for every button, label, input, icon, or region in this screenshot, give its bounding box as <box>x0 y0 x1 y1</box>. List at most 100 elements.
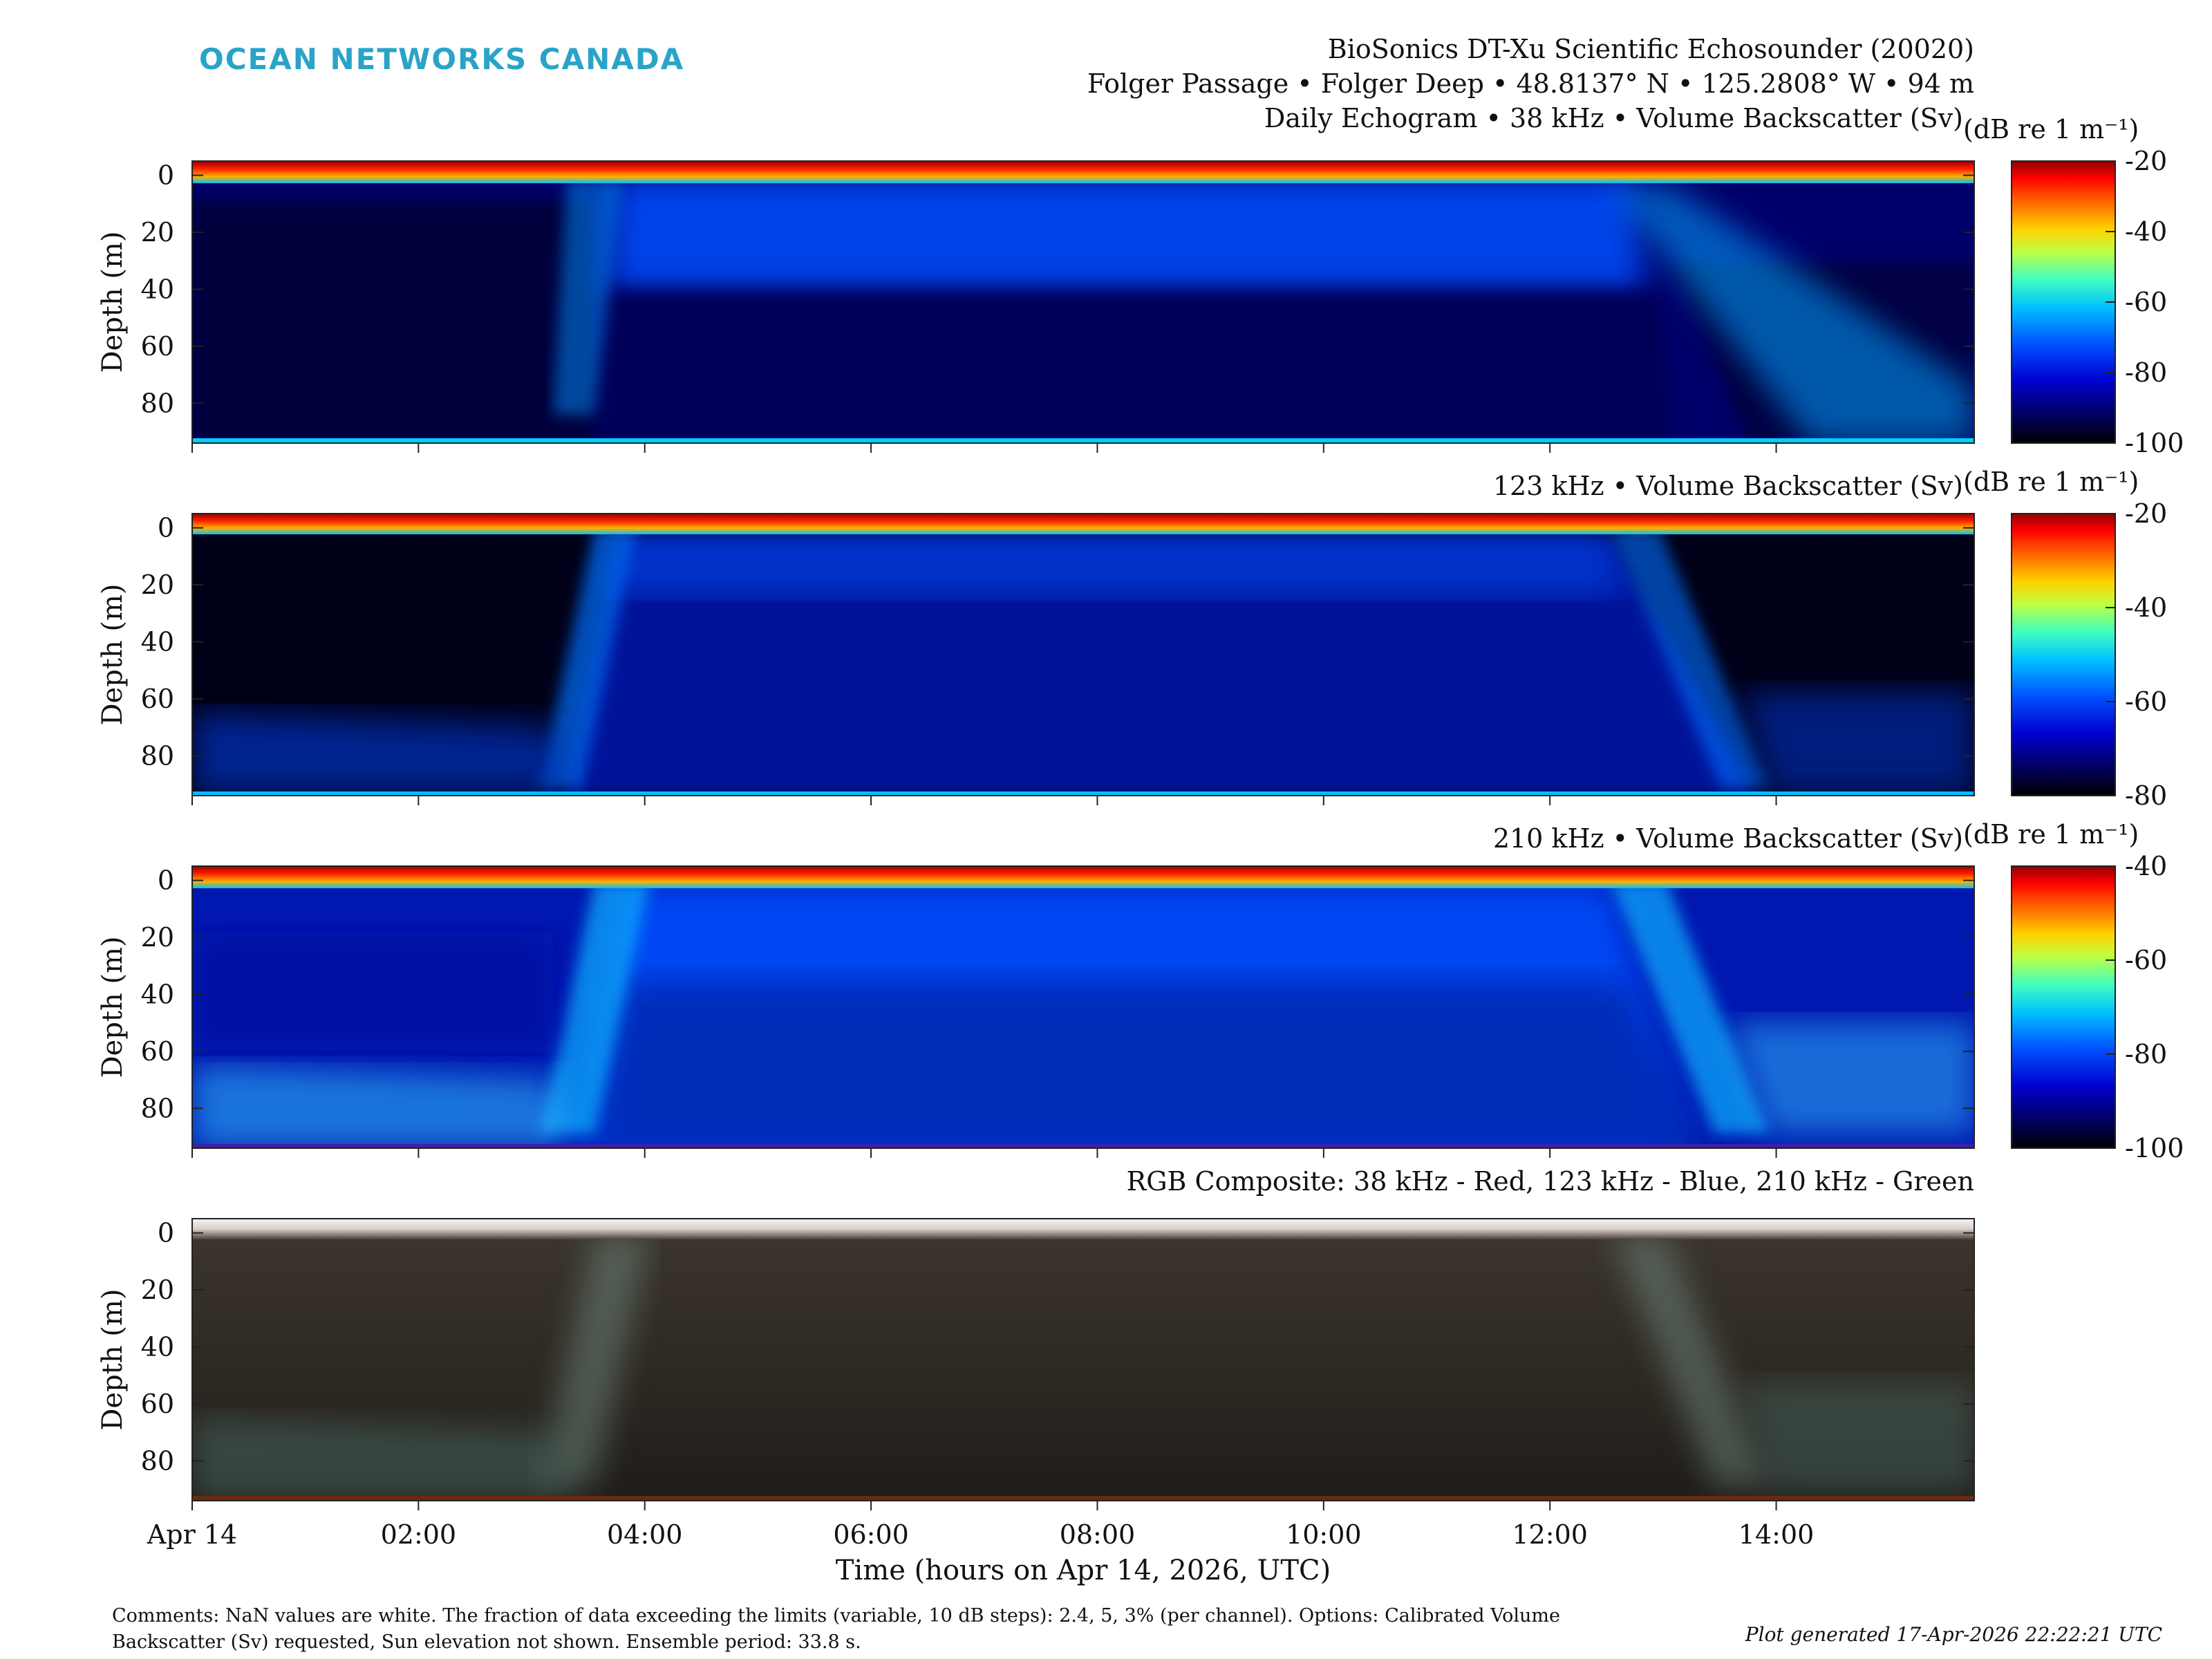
x-tick-label: 08:00 <box>1060 1519 1136 1550</box>
y-axis-label-38khz: Depth (m) <box>97 231 129 373</box>
x-tick-label: 02:00 <box>381 1519 457 1550</box>
y-axis-label-composite: Depth (m) <box>97 1288 129 1430</box>
colorbar-tick-label: -80 <box>2125 1039 2167 1069</box>
echogram-210khz-night-deep-right <box>1728 1023 1974 1134</box>
y-tick-label: 80 <box>141 1093 174 1123</box>
y-tick-label: 20 <box>141 217 174 247</box>
y-tick-label: 40 <box>141 979 174 1009</box>
x-tick-label: 06:00 <box>833 1519 909 1550</box>
panel-title-123khz: 123 kHz • Volume Backscatter (Sv) <box>1493 471 1963 501</box>
axis-ticks: 0 20 40 60 80 -20 -40 -60 -80 -100 0 20 40 60 80 -20 -40… <box>141 146 2184 1550</box>
y-tick-label: 80 <box>141 388 174 418</box>
y-axis-label-123khz: Depth (m) <box>97 583 129 725</box>
echogram-38khz <box>192 161 1974 443</box>
x-tick-label: Apr 14 <box>147 1519 237 1550</box>
echogram-123khz-day-upper-layer <box>608 532 1624 594</box>
echogram-38khz-bottom-line <box>192 438 1974 443</box>
panel-123khz-frame <box>191 513 1975 796</box>
ocean-networks-canada-logo: OCEAN NETWORKS CANADA <box>199 42 684 76</box>
colorbar-210khz-unit: (dB re 1 m⁻¹) <box>1963 819 2139 850</box>
colorbar-tick-label: -20 <box>2125 146 2167 176</box>
y-tick-label: 20 <box>141 1275 174 1305</box>
x-tick-label: 04:00 <box>607 1519 683 1550</box>
panel-composite-frame <box>191 1218 1975 1501</box>
x-tick-label: 10:00 <box>1286 1519 1362 1550</box>
colorbar-tick-label: -60 <box>2125 686 2167 717</box>
echogram-123khz-dawn-migration <box>539 529 636 788</box>
colorbar-123khz-unit: (dB re 1 m⁻¹) <box>1963 467 2139 497</box>
colorbar-tick-label: -80 <box>2125 357 2167 388</box>
y-tick-label: 60 <box>141 1036 174 1067</box>
echogram-rgb-composite <box>192 1219 1974 1501</box>
colorbar-tick-label: -60 <box>2125 287 2167 317</box>
colorbar-tick-label: -40 <box>2125 216 2167 247</box>
colorbar-38khz-unit: (dB re 1 m⁻¹) <box>1963 114 2139 144</box>
echogram-38khz-dusk-migration <box>1611 187 1974 443</box>
x-tick-label: 14:00 <box>1738 1519 1815 1550</box>
colorbar-tick-label: -40 <box>2125 851 2167 881</box>
composite-dawn-migration <box>539 1234 650 1486</box>
echogram-38khz-day-upper-layer <box>608 176 1645 290</box>
echogram-123khz-night-deep-right <box>1742 691 1974 796</box>
echogram-123khz-night-deep-left <box>192 712 567 796</box>
echogram-38khz-day-deep-layer <box>588 290 1673 443</box>
echogram-38khz-night-layer-left <box>192 200 601 443</box>
panel-title-rgb-composite: RGB Composite: 38 kHz - Red, 123 kHz - B… <box>1127 1166 1974 1197</box>
echogram-123khz <box>192 514 1974 796</box>
echogram-210khz <box>192 866 1974 1148</box>
y-tick-label: 0 <box>158 865 174 896</box>
colorbar-210khz <box>2011 865 2116 1149</box>
echogram-210khz-day-deep-layer <box>588 982 1707 1148</box>
y-tick-label: 60 <box>141 331 174 362</box>
y-tick-label: 80 <box>141 740 174 771</box>
colorbar-38khz <box>2011 160 2116 444</box>
x-axis-label: Time (hours on Apr 14, 2026, UTC) <box>836 1555 1331 1586</box>
echogram-38khz-surface-band <box>192 161 1974 183</box>
y-tick-label: 60 <box>141 684 174 714</box>
y-tick-label: 20 <box>141 922 174 953</box>
y-tick-label: 0 <box>158 513 174 543</box>
echogram-210khz-night-mid-left <box>192 933 553 1051</box>
panel-210khz-frame <box>191 865 1975 1149</box>
plot-generated-timestamp: Plot generated 17-Apr-2026 22:22:21 UTC <box>1745 1623 2162 1646</box>
figure-title-line3: Daily Echogram • 38 kHz • Volume Backsca… <box>1264 103 1963 133</box>
y-axis-label-210khz: Depth (m) <box>97 936 129 1078</box>
echogram-210khz-night-deep-left <box>192 1065 567 1148</box>
composite-night-deep-right <box>1742 1382 1974 1493</box>
y-tick-label: 40 <box>141 274 174 304</box>
colorbar-tick-label: -40 <box>2125 592 2167 623</box>
composite-night-deep-left <box>192 1417 567 1501</box>
echogram-123khz-surface-band <box>192 514 1974 534</box>
composite-bottom-line <box>192 1496 1974 1501</box>
x-tick-label: 12:00 <box>1512 1519 1588 1550</box>
echogram-210khz-dawn-migration <box>539 881 650 1134</box>
y-tick-label: 0 <box>158 1218 174 1248</box>
colorbar-123khz <box>2011 513 2116 796</box>
panel-title-210khz: 210 kHz • Volume Backscatter (Sv) <box>1493 823 1963 854</box>
echogram-123khz-bottom-line <box>192 791 1974 796</box>
panel-38khz-frame <box>191 160 1975 444</box>
echogram-38khz-dawn-migration <box>553 180 622 415</box>
echogram-210khz-surface-band <box>192 866 1974 888</box>
colorbar-tick-label: -80 <box>2125 780 2167 811</box>
y-tick-label: 40 <box>141 626 174 657</box>
composite-dusk-migration <box>1611 1234 1770 1486</box>
y-tick-label: 40 <box>141 1331 174 1362</box>
colorbar-tick-label: -100 <box>2125 1133 2184 1163</box>
colorbar-tick-label: -100 <box>2125 428 2184 458</box>
y-tick-label: 60 <box>141 1389 174 1419</box>
footer-comments-line1: Comments: NaN values are white. The frac… <box>112 1605 1560 1627</box>
echogram-210khz-bottom-line <box>192 1144 1974 1148</box>
colorbar-tick-label: -20 <box>2125 498 2167 529</box>
y-tick-label: 80 <box>141 1445 174 1476</box>
echogram-123khz-day-layer <box>567 536 1756 796</box>
y-tick-label: 0 <box>158 160 174 191</box>
footer-comments-line2: Backscatter (Sv) requested, Sun elevatio… <box>112 1631 861 1653</box>
echogram-210khz-dusk-migration <box>1611 881 1770 1134</box>
y-tick-label: 20 <box>141 570 174 600</box>
figure-title-line1: BioSonics DT-Xu Scientific Echosounder (… <box>1328 34 1974 64</box>
figure-title-line2: Folger Passage • Folger Deep • 48.8137° … <box>1087 68 1974 99</box>
echogram-123khz-dusk-migration <box>1611 529 1770 788</box>
colorbar-tick-label: -60 <box>2125 945 2167 975</box>
